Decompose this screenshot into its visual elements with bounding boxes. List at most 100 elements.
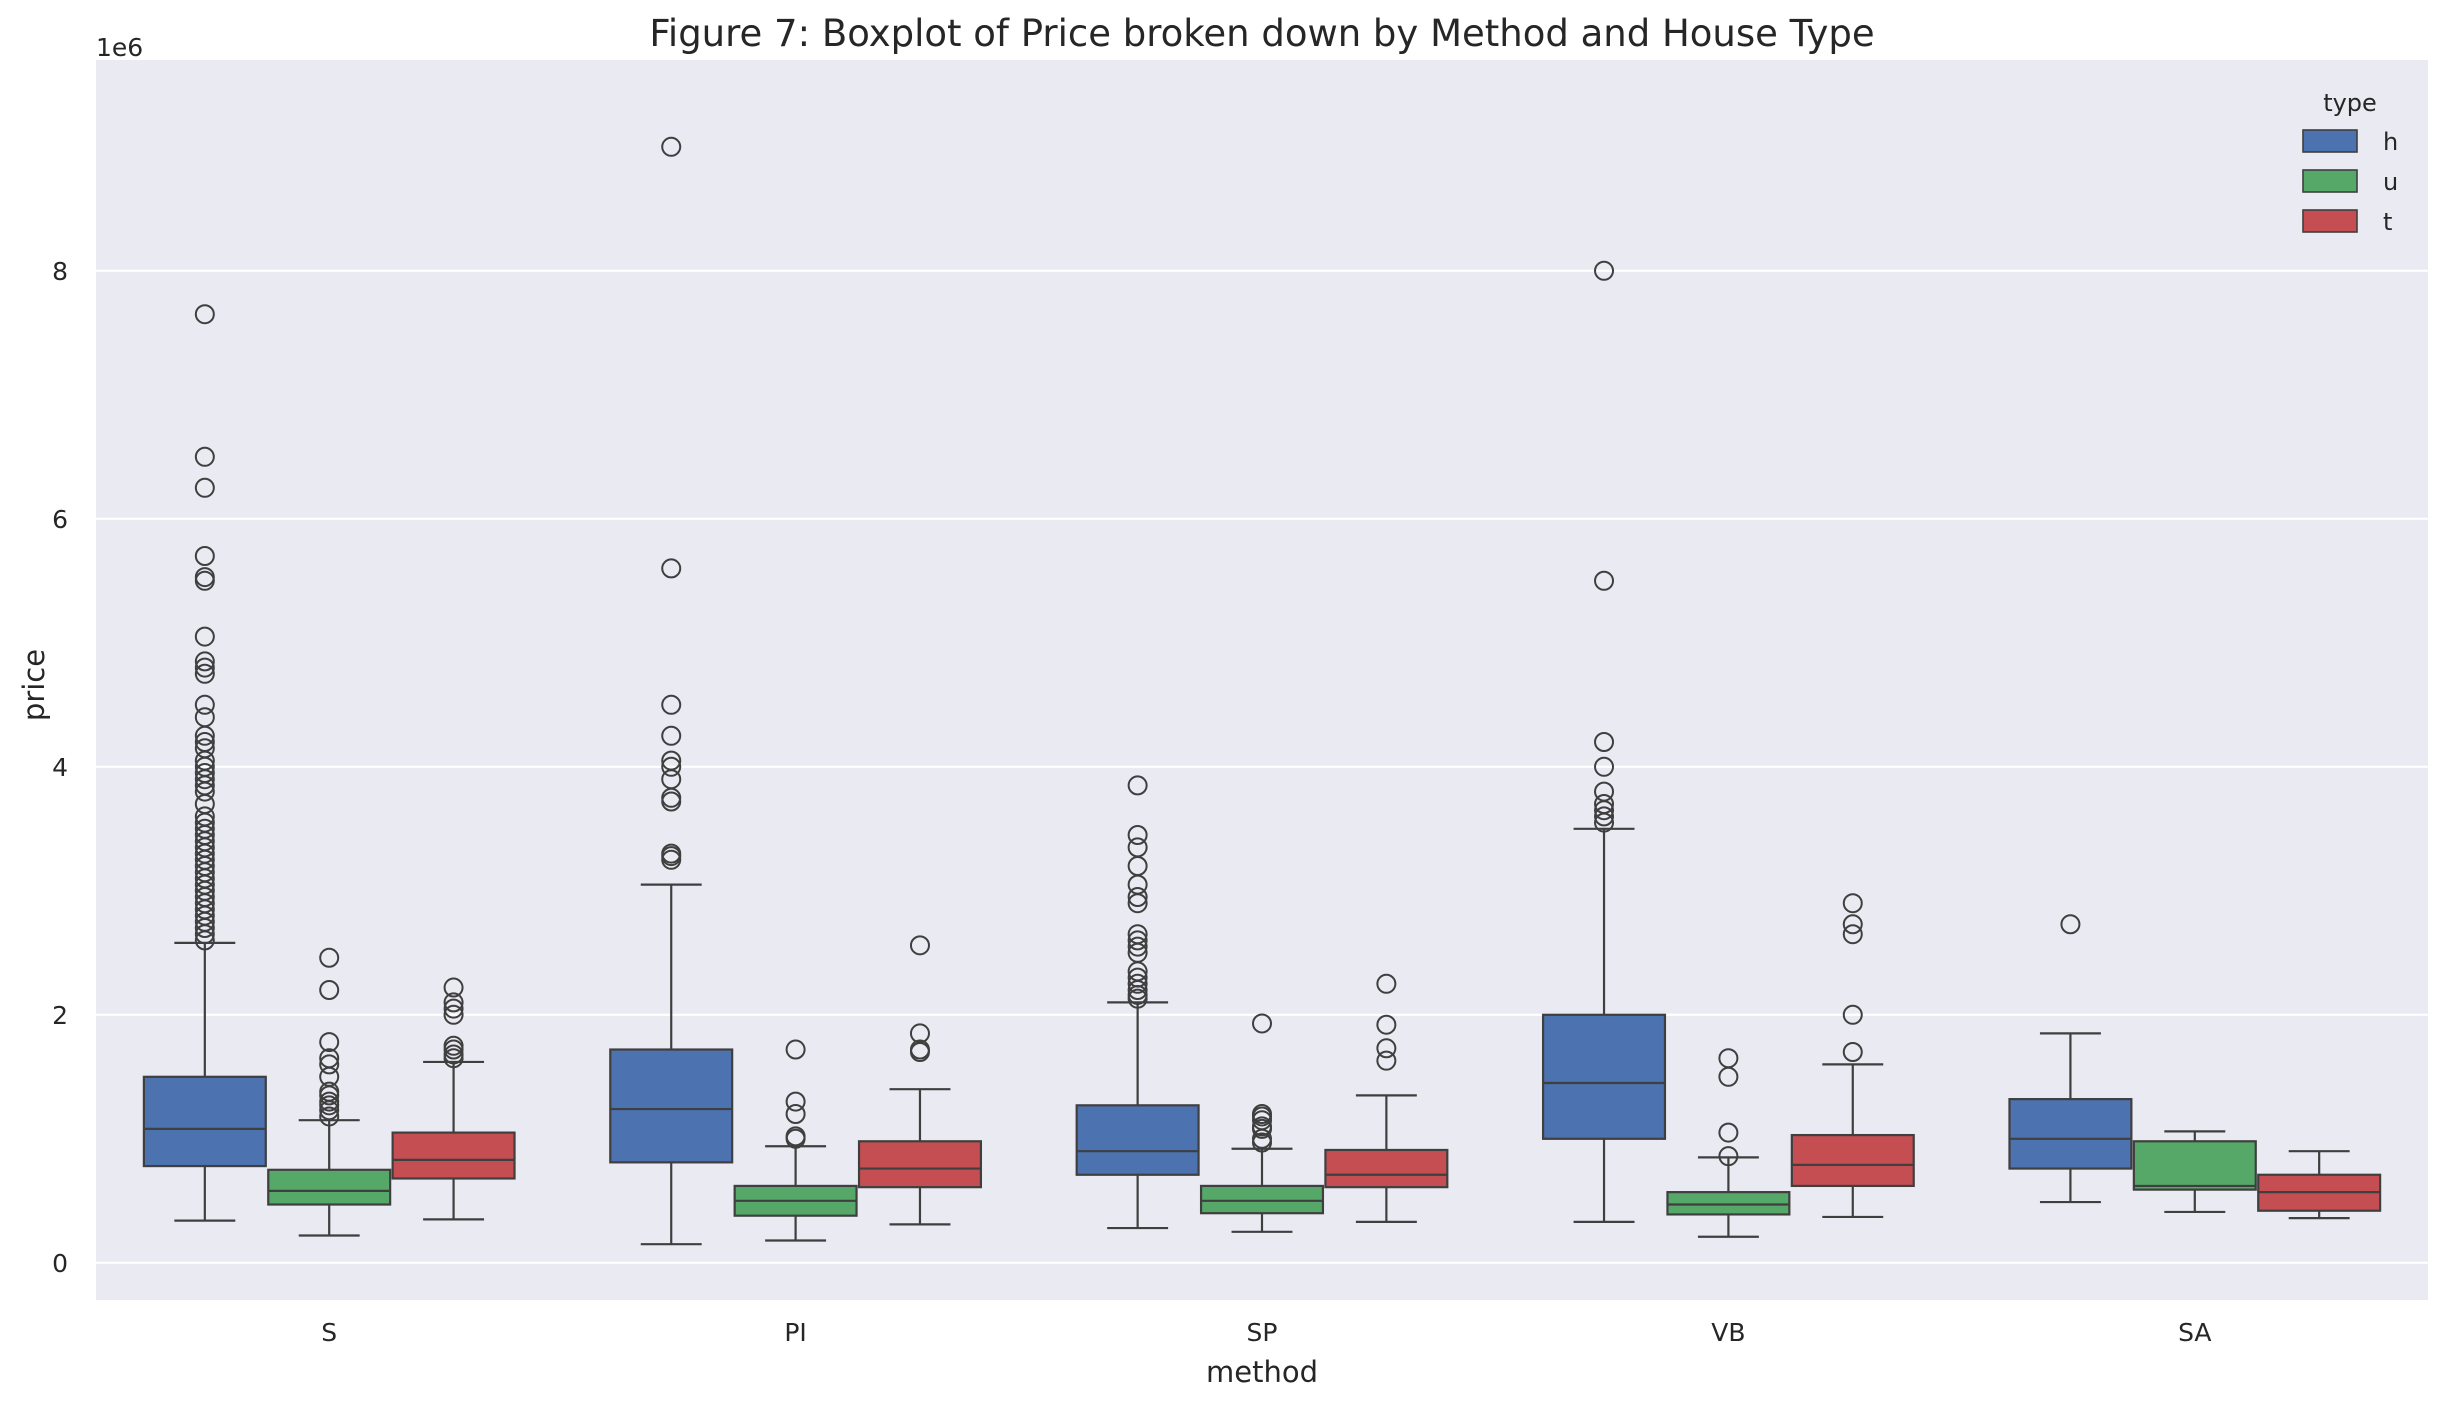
outlier-point <box>1252 1104 1272 1124</box>
outlier-point <box>661 694 682 715</box>
box-t-VB <box>1790 893 1915 1219</box>
outlier-point <box>661 750 682 771</box>
outlier-point <box>194 763 215 783</box>
outlier-point <box>1127 887 1148 907</box>
outlier-point <box>194 304 215 325</box>
y-axis-label: price <box>17 649 51 721</box>
outlier-point <box>1594 806 1615 827</box>
box-body <box>1790 1133 1915 1188</box>
legend-label: t <box>2383 208 2392 236</box>
outlier-point <box>443 1044 464 1065</box>
outlier-point <box>785 1126 806 1147</box>
box-u-VB <box>1666 1048 1791 1238</box>
outlier-point <box>1842 1042 1863 1062</box>
outlier-point <box>194 657 215 678</box>
legend: type hut <box>2302 89 2398 236</box>
outlier-point <box>661 558 682 579</box>
box-u-SA <box>2132 1130 2257 1214</box>
outlier-point <box>194 694 215 715</box>
outlier-point <box>1718 1048 1739 1069</box>
outlier-point <box>319 1054 340 1075</box>
box-body <box>2008 1098 2133 1170</box>
box-body <box>609 1048 734 1164</box>
outlier-point <box>2060 914 2081 935</box>
outlier-point <box>194 806 215 827</box>
box-u-S <box>267 947 392 1237</box>
x-axis-label: method <box>1206 1355 1318 1389</box>
outlier-point <box>909 1039 930 1060</box>
outlier-point <box>1376 973 1397 994</box>
outlier-point <box>1594 260 1615 281</box>
outlier-point <box>443 992 464 1013</box>
outlier-point <box>1127 967 1148 988</box>
box-t-PI <box>857 935 983 1226</box>
outlier-point <box>319 1032 340 1053</box>
box-body <box>1199 1184 1325 1215</box>
box-h-PI <box>609 136 734 1246</box>
legend-swatch <box>2302 129 2358 153</box>
y-axis-offset-label: 1e6 <box>96 33 143 62</box>
outlier-point <box>194 546 215 566</box>
box-u-SP <box>1199 1013 1325 1233</box>
y-tick-label: 6 <box>52 505 68 534</box>
y-tick-label: 4 <box>52 753 68 782</box>
outlier-point <box>194 477 215 498</box>
box-body <box>142 1075 267 1168</box>
outlier-point <box>194 626 215 647</box>
outlier-point <box>661 136 682 157</box>
box-body <box>1075 1104 1200 1176</box>
outlier-point <box>194 732 215 752</box>
outlier-point <box>661 756 682 777</box>
outlier-point <box>1127 837 1148 858</box>
outlier-point <box>1376 1038 1397 1059</box>
outlier-point <box>661 725 682 746</box>
box-t-SP <box>1324 973 1449 1223</box>
legend-label: u <box>2383 168 2398 196</box>
box-body <box>857 1140 983 1189</box>
outlier-point <box>1718 1146 1739 1167</box>
outlier-point <box>1594 570 1615 591</box>
outlier-point <box>194 446 215 467</box>
y-tick-label: 2 <box>52 1001 68 1030</box>
outlier-point <box>785 1091 806 1112</box>
outlier-point <box>443 998 464 1019</box>
outlier-point <box>194 663 215 684</box>
outlier-point <box>443 1004 464 1025</box>
outlier-point <box>1127 825 1148 845</box>
box-h-SA <box>2008 914 2133 1204</box>
legend-title: type <box>2323 89 2377 117</box>
outlier-point <box>661 843 682 864</box>
x-tick-label: PI <box>784 1318 806 1347</box>
outlier-point <box>194 818 215 839</box>
outlier-point <box>194 738 215 759</box>
outlier-point <box>1127 936 1148 957</box>
box-body <box>2132 1140 2257 1191</box>
outlier-point <box>1376 1014 1397 1035</box>
outlier-point <box>1127 924 1148 945</box>
legend-items: hut <box>2302 128 2398 236</box>
outlier-point <box>909 935 930 956</box>
outlier-point <box>1127 930 1148 951</box>
box-h-SP <box>1075 775 1200 1230</box>
box-body <box>267 1168 392 1206</box>
x-tick-label: S <box>321 1318 337 1347</box>
outlier-point <box>1252 1116 1272 1137</box>
box-h-S <box>142 304 267 1222</box>
legend-item-h: h <box>2302 128 2398 156</box>
box-t-S <box>391 977 516 1221</box>
x-tick-label: VB <box>1711 1318 1745 1347</box>
outlier-point <box>1842 914 1863 935</box>
outlier-point <box>1594 732 1615 752</box>
legend-label: h <box>2383 128 2398 156</box>
outlier-point <box>1842 893 1863 914</box>
tick-labels: 0 2 4 6 8 S PI SP VB SA <box>52 257 2211 1347</box>
box-body <box>391 1131 516 1180</box>
outlier-point <box>319 947 340 968</box>
chart-title: Figure 7: Boxplot of Price broken down b… <box>649 12 1874 55</box>
outlier-point <box>909 1023 930 1044</box>
box-body <box>1324 1148 1449 1189</box>
box-u-PI <box>733 1039 858 1242</box>
outlier-point <box>194 707 215 728</box>
outlier-point <box>785 1104 806 1124</box>
outlier-point <box>785 1039 806 1060</box>
